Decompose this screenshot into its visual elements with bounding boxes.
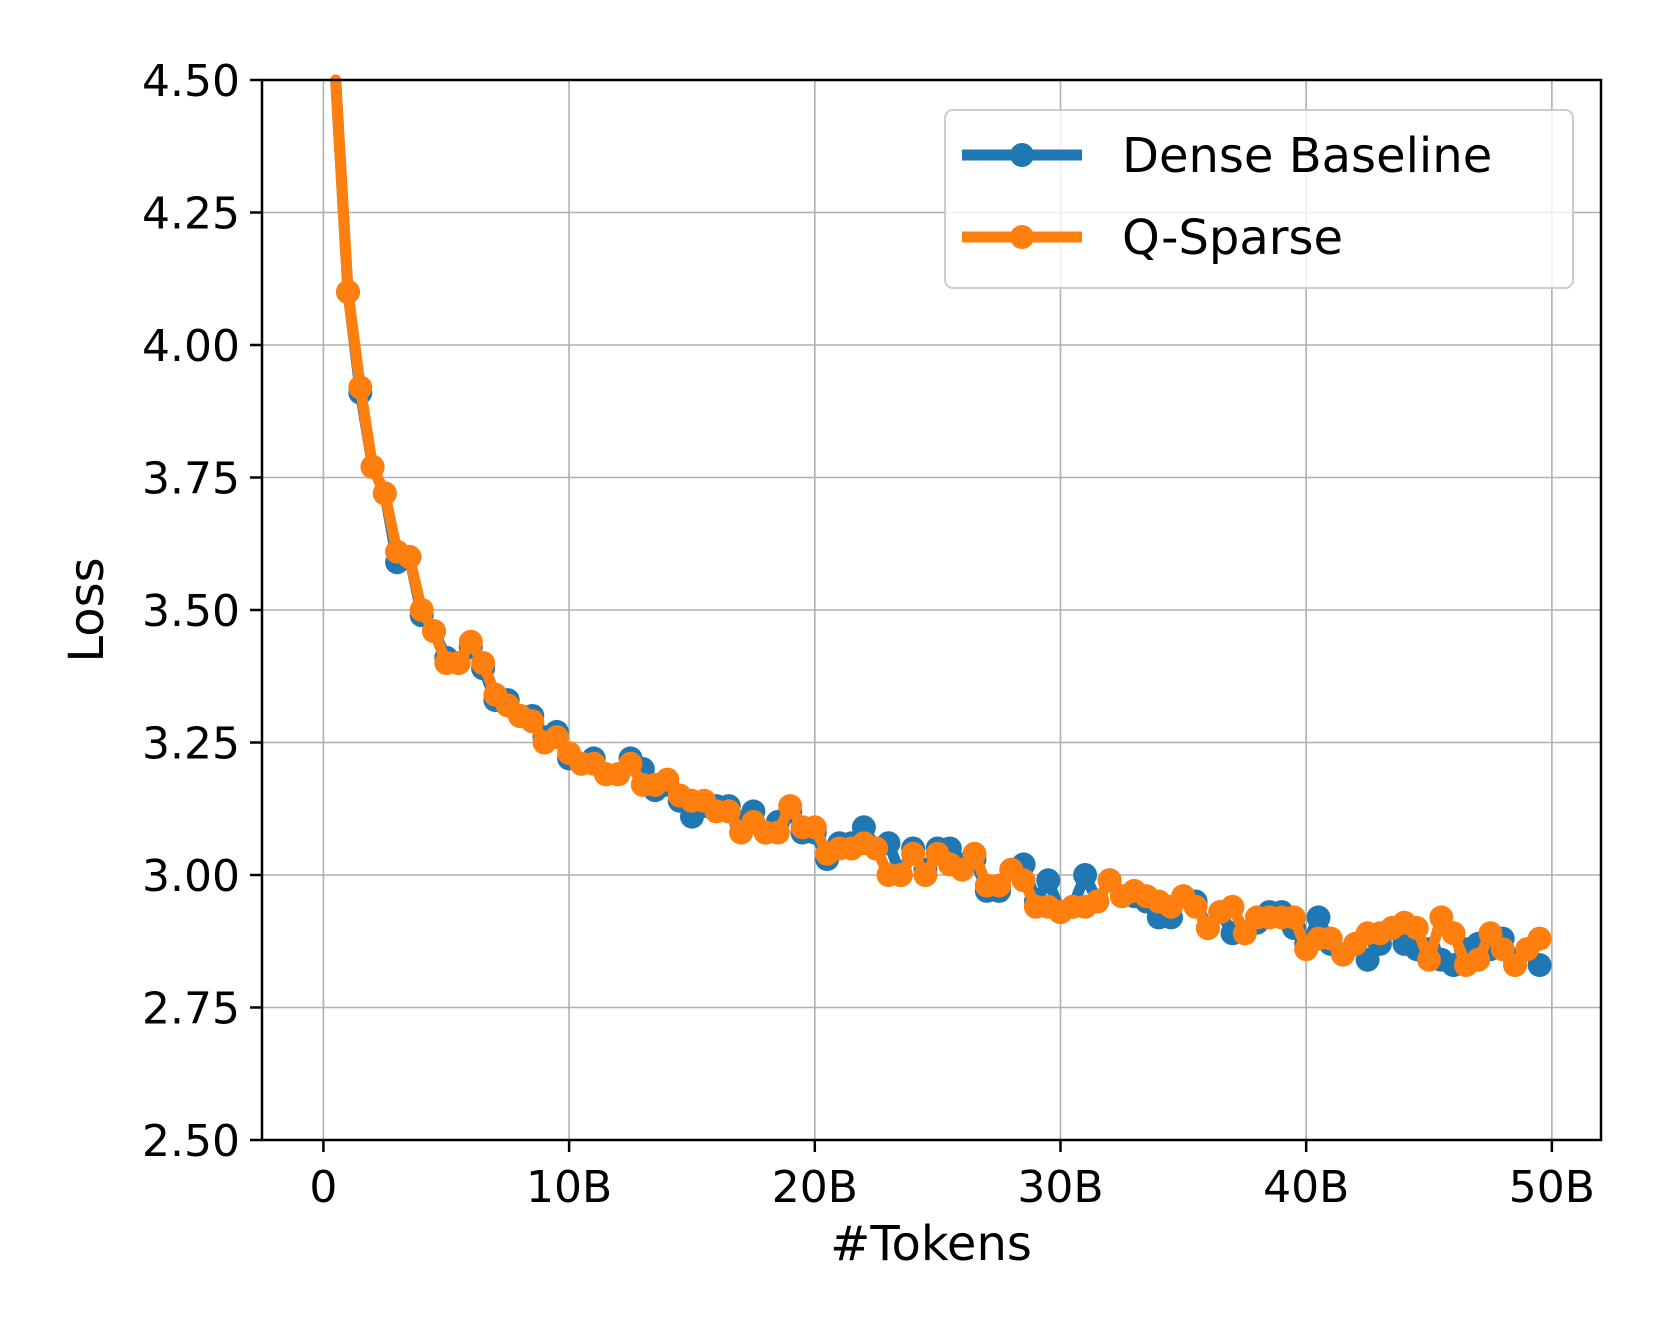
data-point-q-sparse [446, 651, 471, 675]
data-point-q-sparse [520, 709, 545, 734]
y-tick-label: 4.50 [142, 56, 240, 107]
data-point-q-sparse [901, 841, 926, 866]
data-point-q-sparse [1417, 947, 1441, 972]
data-point-q-sparse [409, 598, 434, 622]
y-axis: 2.50 2.75 3.00 3.25 3.50 3.75 4.00 4.25 4.50 [142, 56, 262, 1167]
x-tick-label: 50B [1509, 1162, 1595, 1213]
data-point-q-sparse [778, 794, 803, 819]
data-point-q-sparse [1281, 905, 1306, 930]
data-point-q-sparse [913, 863, 938, 887]
data-point-q-sparse [716, 799, 741, 824]
x-axis-label: #Tokens [830, 1216, 1032, 1272]
data-point-q-sparse [422, 619, 446, 644]
x-axis: 0 10B 20B 30B 40B 50B [309, 1140, 1595, 1213]
y-tick-label: 4.00 [142, 321, 240, 372]
legend-label-dense-baseline: Dense Baseline [1122, 128, 1492, 184]
data-point-q-sparse [962, 841, 987, 866]
data-point-q-sparse [1085, 889, 1110, 914]
data-point-dense-baseline [1036, 868, 1061, 893]
data-point-q-sparse [888, 863, 913, 887]
y-tick-label: 3.50 [142, 586, 240, 637]
data-point-q-sparse [1527, 926, 1552, 951]
series-q-sparse [330, 74, 1552, 978]
x-tick-label: 10B [526, 1162, 612, 1213]
data-point-q-sparse [336, 280, 360, 304]
data-point-q-sparse [1183, 894, 1208, 919]
data-point-q-sparse [360, 454, 385, 479]
legend-marker-q-sparse [1010, 225, 1034, 249]
y-axis-label: Loss [59, 557, 115, 662]
data-point-q-sparse [618, 751, 643, 776]
x-tick-label: 30B [1017, 1162, 1103, 1213]
data-point-q-sparse [1220, 894, 1245, 919]
y-tick-label: 3.25 [142, 719, 240, 770]
y-tick-label: 2.50 [142, 1116, 240, 1167]
y-tick-label: 4.25 [142, 189, 240, 240]
series-layer [330, 74, 1552, 978]
data-point-q-sparse [372, 481, 397, 506]
legend-box [944, 109, 1574, 289]
x-tick-label: 40B [1263, 1162, 1349, 1213]
data-point-q-sparse [1466, 947, 1491, 972]
data-point-q-sparse [458, 629, 483, 654]
data-point-q-sparse [802, 815, 827, 840]
x-tick-label: 20B [772, 1162, 858, 1213]
data-point-dense-baseline [1306, 905, 1331, 930]
data-point-q-sparse [348, 375, 373, 400]
y-tick-label: 2.75 [142, 984, 240, 1035]
x-tick-label: 0 [309, 1162, 337, 1213]
data-point-q-sparse [765, 820, 790, 845]
data-point-q-sparse [1404, 916, 1429, 940]
legend-marker-dense-baseline [1010, 143, 1034, 167]
legend: Dense Baseline Q-Sparse [944, 109, 1574, 289]
data-point-q-sparse [397, 545, 422, 569]
data-point-q-sparse [1011, 868, 1036, 893]
data-point-q-sparse [864, 836, 889, 861]
y-tick-label: 3.00 [142, 851, 240, 902]
data-point-q-sparse [471, 651, 496, 675]
legend-label-q-sparse: Q-Sparse [1122, 210, 1343, 266]
data-point-dense-baseline [1073, 863, 1098, 887]
data-point-q-sparse [1441, 921, 1466, 946]
y-tick-label: 3.75 [142, 454, 240, 505]
